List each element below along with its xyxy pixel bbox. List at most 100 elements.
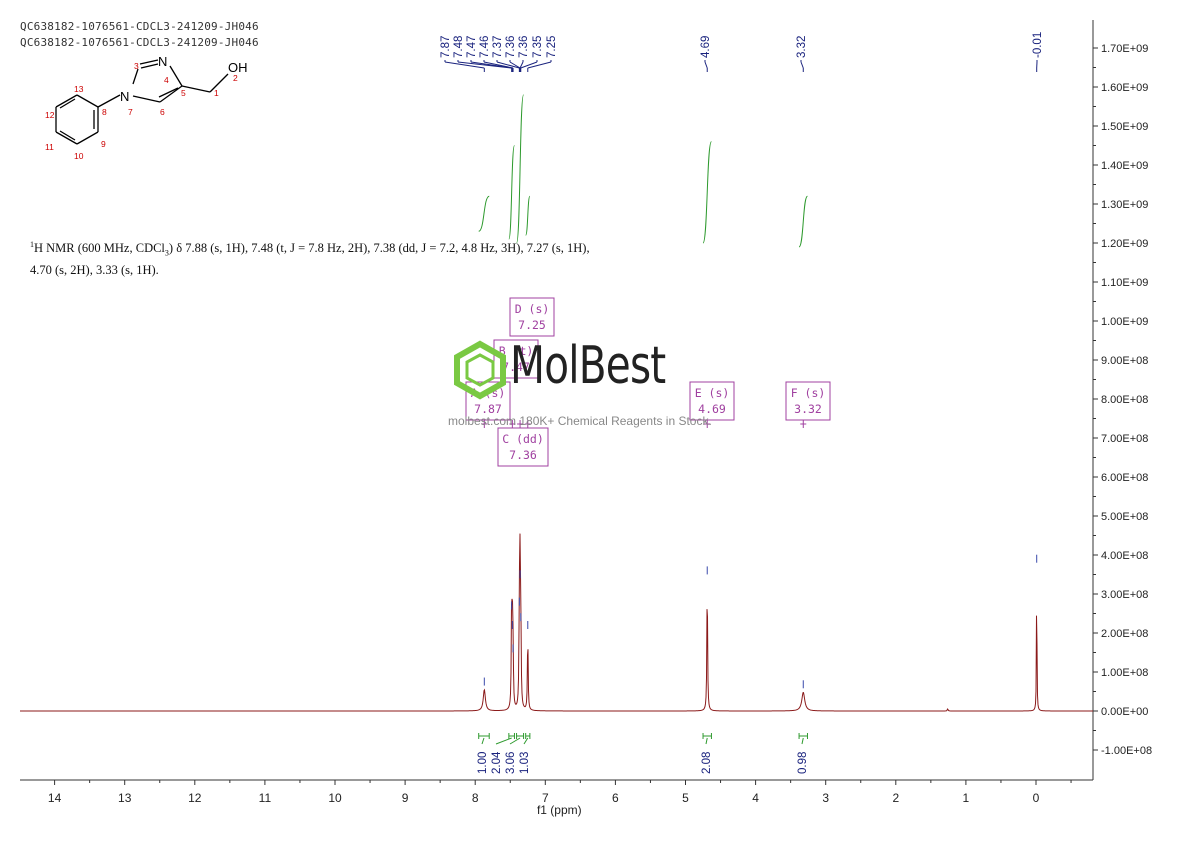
peak-label-leader: [800, 61, 804, 69]
peak-label-leader: [496, 61, 520, 69]
bond: [76, 131, 99, 145]
peak-label-text: 4.69: [700, 36, 712, 58]
integral-label: 3.06: [505, 752, 517, 774]
x-tick-label: 5: [682, 791, 689, 805]
bond: [181, 85, 211, 93]
y-tick-label: 1.40E+09: [1101, 160, 1148, 172]
x-tick-label: 9: [402, 791, 409, 805]
peak-label: 7.87: [440, 36, 485, 72]
multiplet-box-frame: [689, 381, 735, 421]
atom-label-n4: N: [158, 54, 167, 69]
x-tick-label: 0: [1033, 791, 1040, 805]
peak-label-text: 7.36: [505, 36, 517, 58]
atom-number-7: 7: [128, 107, 133, 117]
x-tick-label: 14: [48, 791, 62, 805]
multiplet-label: E (s): [695, 386, 730, 400]
bond: [140, 63, 159, 69]
nucleus-superscript: 1: [30, 240, 34, 249]
molecule-structure: N N OH 1 2 3 4 5 6 7 8 9 10 11 12 13: [45, 54, 248, 161]
integral-curve: [702, 141, 712, 244]
molbest-logo-icon: [454, 340, 506, 400]
multiplet-label: D (s): [515, 302, 550, 316]
y-tick-label: 1.60E+09: [1101, 82, 1148, 94]
bond: [59, 98, 76, 109]
multiplet-shift: 4.69: [698, 402, 726, 416]
atom-number-3: 3: [134, 61, 139, 71]
watermark-tagline: molbest.com 180K+ Chemical Reagents in S…: [448, 414, 712, 428]
x-tick-label: 8: [472, 791, 479, 805]
atom-number-12: 12: [45, 110, 55, 120]
peak-label: -0.01: [1032, 32, 1044, 72]
peak-label-leader: [527, 61, 552, 69]
multiplet-box: E (s) 4.69: [689, 381, 735, 428]
y-tick-label: 8.00E+08: [1101, 394, 1148, 406]
peak-label: 7.35: [520, 36, 544, 72]
peak-label-text: 7.35: [532, 36, 544, 58]
peak-label-text: 7.36: [518, 36, 530, 58]
atom-label-oh: OH: [228, 60, 248, 75]
y-tick-label: 1.70E+09: [1101, 43, 1148, 55]
y-tick-label: 1.30E+09: [1101, 199, 1148, 211]
y-tick-label: 5.00E+08: [1101, 511, 1148, 523]
summary-body: ) δ 7.88 (s, 1H), 7.48 (t, J = 7.8 Hz, 2…: [30, 241, 590, 277]
atom-number-1: 1: [214, 88, 219, 98]
integral-curve: [516, 94, 525, 244]
peak-label: 7.36: [505, 36, 521, 72]
y-tick-label: 1.20E+09: [1101, 238, 1148, 250]
y-tick-label: 0.00E+00: [1101, 706, 1148, 718]
peak-label-text: 7.46: [479, 36, 491, 58]
atom-number-11: 11: [45, 142, 54, 152]
peak-label-text: 7.47: [466, 36, 478, 58]
atom-number-13: 13: [74, 84, 84, 94]
peak-label-text: -0.01: [1032, 32, 1044, 58]
watermark-brand: MolBest: [510, 336, 666, 396]
x-tick-label: 3: [822, 791, 829, 805]
peak-label: 7.37: [492, 36, 520, 72]
peak-label-leader: [509, 61, 521, 69]
peak-label: 7.36: [518, 36, 530, 72]
integral-label: 2.08: [701, 752, 713, 774]
bond: [76, 94, 99, 108]
solvent-subscript: 3: [164, 248, 169, 258]
y-tick-label: 7.00E+08: [1101, 433, 1148, 445]
peak-label: 4.69: [700, 36, 712, 72]
atom-number-10: 10: [74, 151, 84, 161]
bond: [97, 94, 121, 108]
bond: [158, 87, 179, 98]
integral-label: 1.00: [477, 752, 489, 774]
integral-curve: [798, 195, 808, 248]
multiplet-box-frame: [509, 297, 555, 337]
atom-number-2: 2: [233, 73, 238, 83]
x-axis-label: f1 (ppm): [537, 803, 582, 817]
atom-number-5: 5: [181, 88, 186, 98]
bond: [169, 65, 183, 87]
integral-label: 1.03: [519, 752, 531, 774]
peak-label: 7.25: [527, 36, 558, 72]
peak-label: 3.32: [796, 36, 808, 72]
y-tick-label: 2.00E+08: [1101, 628, 1148, 640]
x-tick-label: 13: [118, 791, 132, 805]
integral-leader: [705, 737, 708, 745]
peak-label-leader: [483, 61, 514, 69]
integral-curve: [525, 195, 531, 236]
peak-label-text: 7.37: [492, 36, 504, 58]
bond: [55, 94, 78, 108]
multiplet-box-frame: [497, 427, 549, 467]
peak-label-leader: [470, 61, 513, 69]
integral-label: 0.98: [797, 752, 809, 774]
multiplet-shift: 7.87: [474, 402, 502, 416]
peak-label-leader: [519, 61, 524, 69]
atom-number-8: 8: [102, 107, 107, 117]
bond: [139, 59, 159, 65]
peak-label: 7.47: [466, 36, 513, 72]
y-tick-label: 6.00E+08: [1101, 472, 1148, 484]
y-tick-label: 4.00E+08: [1101, 550, 1148, 562]
integral-leader: [481, 737, 485, 745]
bond: [132, 95, 161, 103]
atom-label-n1: N: [120, 89, 129, 104]
x-tick-label: 12: [188, 791, 202, 805]
y-tick-label: 9.00E+08: [1101, 355, 1148, 367]
bond: [159, 85, 183, 103]
multiplet-box: C (dd) 7.36: [497, 420, 549, 467]
